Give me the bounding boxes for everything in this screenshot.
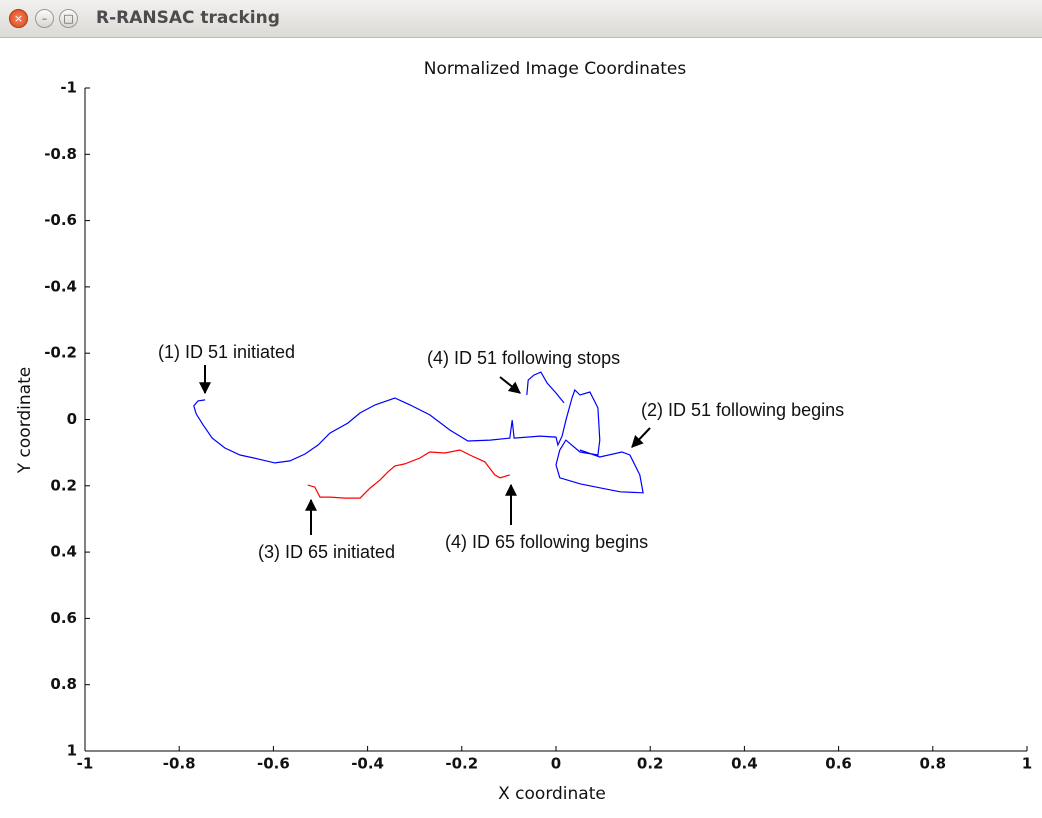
chart-title: Normalized Image Coordinates <box>424 59 687 79</box>
x-tick-label: -1 <box>77 755 94 773</box>
x-tick-label: -0.2 <box>445 755 478 773</box>
y-tick-label: -1 <box>60 79 77 97</box>
minimize-button[interactable]: – <box>35 9 54 28</box>
window-title: R-RANSAC tracking <box>96 8 280 28</box>
x-tick-label: 1 <box>1022 755 1032 773</box>
y-tick-label: -0.6 <box>44 211 77 229</box>
x-tick-label: -0.4 <box>351 755 384 773</box>
y-tick-label: 1 <box>67 742 77 760</box>
x-tick-label: 0.2 <box>637 755 664 773</box>
y-tick-label: -0.4 <box>44 277 77 295</box>
y-tick-label: -0.2 <box>44 344 77 362</box>
y-axis-label: Y coordinate <box>15 367 35 474</box>
x-tick-label: 0 <box>551 755 561 773</box>
y-tick-label: -0.8 <box>44 145 77 163</box>
y-tick-label: 0.2 <box>50 476 77 494</box>
y-tick-label: 0.4 <box>50 543 77 561</box>
x-tick-label: 0.6 <box>825 755 852 773</box>
series-line <box>307 449 510 499</box>
annotation-arrow <box>631 427 651 448</box>
annotation: (1) ID 51 initiated <box>158 342 295 362</box>
title-bar: × – □ R-RANSAC tracking <box>0 0 1042 38</box>
annotation: (4) ID 65 following begins <box>445 532 648 552</box>
annotation-arrow <box>499 376 521 394</box>
annotation: (2) ID 51 following begins <box>641 400 844 420</box>
y-tick-label: 0.8 <box>50 675 77 693</box>
x-tick-label: -0.8 <box>163 755 196 773</box>
chart: Normalized Image Coordinates X coordinat… <box>15 59 1032 804</box>
x-tick-label: 0.8 <box>920 755 947 773</box>
close-button[interactable]: × <box>9 9 28 28</box>
x-tick-label: -0.6 <box>257 755 290 773</box>
y-tick-label: 0.6 <box>50 609 77 627</box>
maximize-button[interactable]: □ <box>59 9 78 28</box>
annotation: (4) ID 51 following stops <box>427 348 620 368</box>
series-line <box>193 371 644 494</box>
annotation: (3) ID 65 initiated <box>258 542 395 562</box>
x-axis-label: X coordinate <box>498 784 606 804</box>
y-tick-label: 0 <box>67 410 77 428</box>
x-tick-label: 0.4 <box>731 755 758 773</box>
